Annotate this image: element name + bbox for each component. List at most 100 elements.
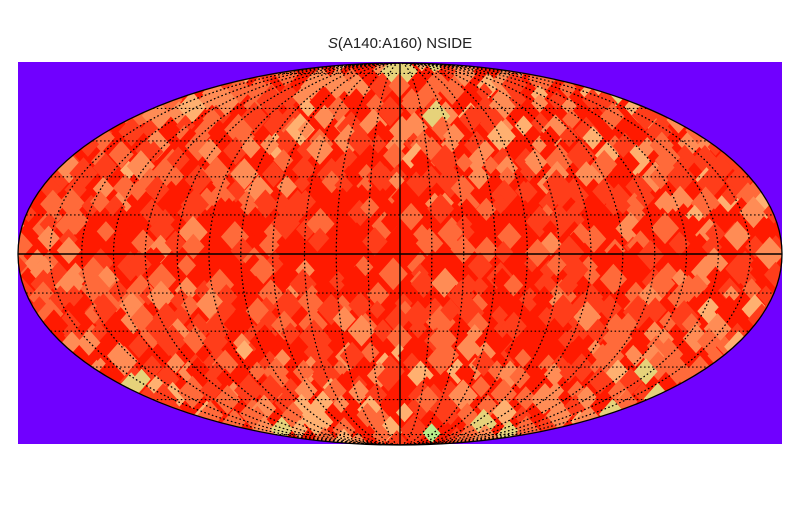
healpix-pixel — [177, 254, 196, 276]
healpix-pixel — [367, 407, 396, 439]
healpix-pixel — [431, 116, 454, 141]
healpix-pixel — [369, 300, 386, 319]
healpix-pixel — [456, 334, 481, 362]
healpix-pixel — [602, 243, 628, 272]
healpix-pixel — [447, 279, 476, 311]
healpix-pixel — [626, 347, 645, 367]
healpix-pixel — [140, 118, 160, 140]
healpix-pixel — [141, 355, 163, 380]
healpix-pixel — [454, 198, 479, 226]
healpix-pixel — [635, 187, 655, 209]
healpix-pixel — [638, 137, 657, 158]
healpix-pixel — [203, 156, 231, 187]
healpix-pixel — [62, 262, 89, 292]
healpix-pixel — [376, 364, 401, 392]
healpix-pixel — [707, 346, 724, 365]
healpix-pixel — [696, 167, 726, 200]
healpix-pixel — [404, 300, 432, 331]
healpix-pixel — [369, 134, 387, 154]
healpix-pixel — [90, 190, 110, 213]
healpix-pixel — [453, 63, 476, 87]
healpix-pixel — [18, 231, 33, 260]
healpix-pixel — [542, 220, 559, 239]
healpix-pixel — [175, 124, 194, 146]
healpix-pixel — [292, 156, 316, 183]
title-text: (A140:A160) NSIDE — [337, 35, 473, 52]
healpix-pixel — [409, 318, 427, 339]
healpix-pixel — [149, 214, 175, 244]
healpix-pixel — [573, 301, 602, 333]
healpix-pixel — [525, 149, 548, 175]
healpix-pixel — [548, 90, 566, 111]
healpix-pixel — [618, 367, 643, 396]
healpix-pixel — [615, 389, 638, 415]
healpix-pixel — [525, 238, 551, 267]
healpix-pixel — [490, 379, 517, 409]
healpix-pixel — [455, 153, 473, 173]
healpix-pixel — [214, 384, 241, 415]
healpix-pixel — [566, 139, 595, 172]
healpix-pixel — [648, 268, 676, 299]
healpix-pixel — [649, 163, 672, 190]
healpix-pixel — [289, 268, 317, 300]
healpix-pixel — [697, 297, 723, 326]
healpix-pixel — [471, 376, 491, 398]
healpix-pixel — [306, 207, 335, 240]
healpix-pixel — [285, 336, 313, 367]
healpix-pixel — [757, 285, 775, 306]
healpix-pixel — [559, 362, 578, 383]
healpix-pixel — [482, 156, 499, 175]
healpix-pixel — [669, 300, 699, 334]
healpix-pixel — [398, 202, 424, 231]
healpix-pixel — [348, 63, 367, 65]
healpix-pixel — [37, 225, 60, 251]
healpix-pixel — [559, 125, 579, 148]
healpix-pixel — [346, 125, 374, 156]
healpix-pixel — [612, 132, 637, 160]
healpix-pixel — [643, 297, 667, 324]
healpix-pixel — [440, 77, 465, 105]
healpix-pixel — [343, 88, 369, 117]
healpix-pixel — [216, 368, 235, 389]
healpix-pixel — [360, 196, 380, 219]
healpix-pixel — [211, 349, 239, 380]
healpix-pixel — [587, 339, 604, 358]
healpix-pixel — [566, 197, 592, 227]
healpix-pixel — [279, 378, 302, 403]
title-symbol: S — [327, 35, 338, 52]
healpix-pixel — [383, 241, 400, 260]
healpix-pixel — [569, 184, 589, 207]
healpix-pixel — [372, 424, 391, 445]
healpix-pixel — [55, 310, 81, 339]
healpix-pixel — [273, 149, 294, 172]
healpix-pixel — [284, 189, 311, 219]
healpix-pixel — [514, 348, 532, 368]
healpix-pixel — [476, 197, 497, 221]
healpix-pixel — [448, 379, 478, 413]
healpix-pixel — [431, 267, 459, 299]
healpix-pixel — [501, 311, 527, 341]
healpix-pixel — [426, 63, 445, 75]
healpix-pixel — [94, 265, 120, 295]
healpix-pixel — [126, 250, 152, 279]
healpix-pixel — [714, 295, 744, 329]
healpix-pixel — [223, 136, 249, 166]
healpix-pixel — [739, 196, 768, 229]
healpix-pixel — [581, 225, 607, 253]
healpix-pixel — [118, 116, 145, 147]
healpix-pixel — [459, 104, 484, 133]
healpix-pixel — [492, 398, 517, 427]
healpix-pixel — [334, 174, 353, 196]
healpix-pixel — [294, 174, 311, 193]
healpix-pixel — [145, 175, 170, 204]
healpix-pixel — [559, 78, 577, 98]
healpix-pixel — [645, 351, 672, 381]
healpix-pixel — [211, 218, 229, 238]
healpix-pixel — [525, 205, 554, 238]
healpix-pixel — [450, 235, 476, 264]
healpix-pixel — [684, 214, 701, 233]
healpix-pixel — [668, 231, 691, 257]
healpix-pixel — [339, 341, 365, 370]
healpix-pixel — [293, 239, 310, 259]
